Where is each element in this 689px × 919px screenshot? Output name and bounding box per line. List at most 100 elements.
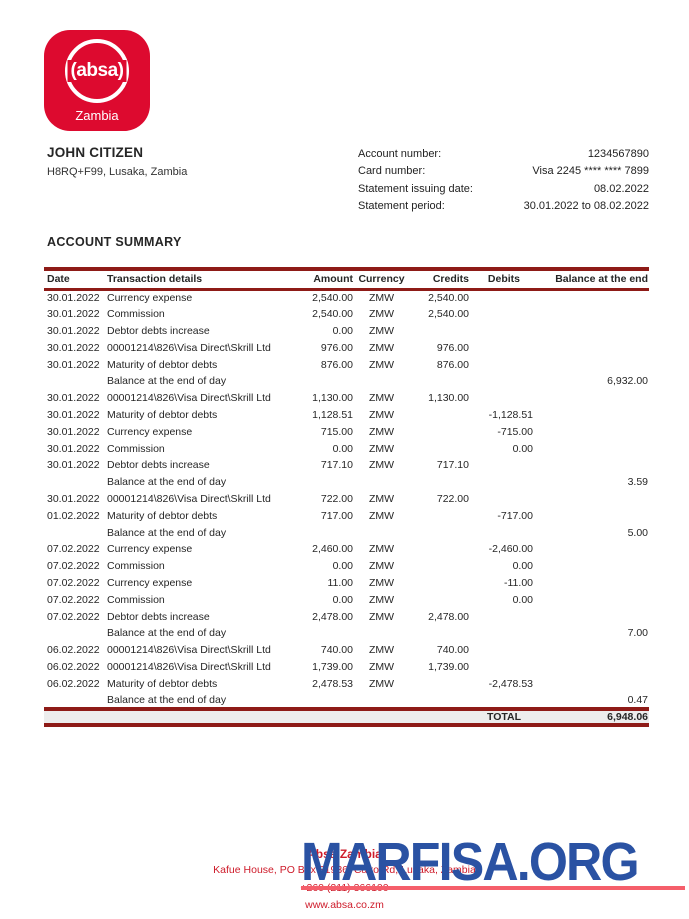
table-cell: 2,478.53 bbox=[312, 677, 353, 690]
table-cell: ZMW bbox=[368, 610, 395, 623]
table-cell: 2,478.00 bbox=[312, 610, 353, 623]
table-cell bbox=[410, 675, 469, 692]
customer-name: JOHN CITIZEN bbox=[47, 145, 144, 160]
table-cell: 00001214\826\Visa Direct\Skrill Ltd bbox=[107, 644, 271, 657]
table-row: 30.01.2022 00001214\826\Visa Direct\Skril… bbox=[44, 390, 649, 407]
table-cell bbox=[410, 692, 469, 709]
account-info-label: Card number: bbox=[358, 165, 426, 178]
table-cell: -11.00 bbox=[504, 576, 533, 589]
table-cell bbox=[469, 608, 533, 625]
table-cell bbox=[533, 491, 649, 508]
table-cell: 1,128.51 bbox=[312, 408, 353, 421]
absa-logo: (absa) Zambia bbox=[44, 30, 150, 131]
table-cell bbox=[410, 541, 469, 558]
table-row: 30.01.2022 00001214\826\Visa Direct\Skril… bbox=[44, 339, 649, 356]
table-cell: 876.00 bbox=[320, 358, 353, 371]
table-row: 30.01.2022 Commission 2,540.00 ZMW 2,540.00 bbox=[44, 306, 649, 323]
table-cell bbox=[533, 608, 649, 625]
table-cell bbox=[469, 390, 533, 407]
table-cell: 717.00 bbox=[320, 509, 353, 522]
table-cell: 00001214\826\Visa Direct\Skrill Ltd bbox=[107, 392, 271, 405]
table-row: Balance at the end of day 5.00 bbox=[44, 524, 649, 541]
table-cell: 0.00 bbox=[332, 324, 353, 337]
table-cell: ZMW bbox=[368, 408, 395, 421]
account-info-list: Account number: 1234567890 Card number: Vis… bbox=[358, 146, 649, 215]
table-cell: 30.01.2022 bbox=[47, 492, 100, 505]
total-row: TOTAL 6,948.06 bbox=[44, 706, 649, 727]
table-cell: 876.00 bbox=[436, 358, 469, 371]
account-info-value: 08.02.2022 bbox=[593, 182, 649, 195]
table-cell bbox=[533, 289, 649, 306]
table-cell bbox=[44, 524, 107, 541]
table-cell: 5.00 bbox=[627, 526, 648, 539]
table-cell: 30.01.2022 bbox=[47, 308, 100, 321]
table-cell bbox=[533, 407, 649, 424]
table-cell: 740.00 bbox=[320, 644, 353, 657]
account-info-value: Visa 2245 **** **** 7899 bbox=[532, 165, 649, 178]
table-cell: 2,460.00 bbox=[312, 543, 353, 556]
table-cell: Debtor debts increase bbox=[107, 610, 210, 623]
table-cell: 0.00 bbox=[512, 442, 533, 455]
table-cell: 976.00 bbox=[320, 341, 353, 354]
table-cell bbox=[410, 558, 469, 575]
table-cell: Commission bbox=[107, 560, 165, 573]
table-cell bbox=[533, 575, 649, 592]
table-cell: 717.10 bbox=[436, 459, 469, 472]
table-cell bbox=[44, 625, 107, 642]
table-cell bbox=[533, 591, 649, 608]
column-header-date: Date bbox=[44, 267, 107, 291]
column-header-transaction-details: Transaction details bbox=[107, 267, 305, 291]
table-cell bbox=[44, 474, 107, 491]
table-cell bbox=[410, 423, 469, 440]
table-cell: 722.00 bbox=[320, 492, 353, 505]
table-cell: 07.02.2022 bbox=[47, 610, 100, 623]
table-cell bbox=[533, 390, 649, 407]
table-cell bbox=[410, 440, 469, 457]
table-cell: ZMW bbox=[368, 324, 395, 337]
table-cell bbox=[353, 373, 410, 390]
table-cell: 0.00 bbox=[512, 560, 533, 573]
table-cell bbox=[533, 440, 649, 457]
table-cell bbox=[353, 692, 410, 709]
table-cell: Balance at the end of day bbox=[107, 476, 227, 489]
table-cell: 07.02.2022 bbox=[47, 560, 100, 573]
table-row: 06.02.2022 00001214\826\Visa Direct\Skril… bbox=[44, 659, 649, 676]
table-cell bbox=[410, 575, 469, 592]
column-header-currency: Currency bbox=[353, 267, 410, 291]
table-cell bbox=[469, 474, 533, 491]
logo-brand-text: (absa) bbox=[67, 60, 127, 82]
table-header: Date Transaction details Amount Currency Cre… bbox=[44, 267, 649, 291]
table-cell: ZMW bbox=[368, 660, 395, 673]
table-cell: Commission bbox=[107, 442, 165, 455]
table-cell: Maturity of debtor debts bbox=[107, 408, 218, 421]
table-cell: 07.02.2022 bbox=[47, 576, 100, 589]
table-row: Balance at the end of day 3.59 bbox=[44, 474, 649, 491]
table-cell: ZMW bbox=[368, 593, 395, 606]
table-row: 07.02.2022 Commission 0.00 ZMW 0.00 bbox=[44, 558, 649, 575]
table-cell: 3.59 bbox=[627, 476, 648, 489]
table-row: 06.02.2022 00001214\826\Visa Direct\Skril… bbox=[44, 642, 649, 659]
table-cell: -2,460.00 bbox=[488, 543, 533, 556]
table-cell: 00001214\826\Visa Direct\Skrill Ltd bbox=[107, 492, 271, 505]
table-cell: 1,739.00 bbox=[428, 660, 469, 673]
logo-region-text: Zambia bbox=[75, 108, 119, 123]
table-row: 30.01.2022 Maturity of debtor debts 876.00… bbox=[44, 356, 649, 373]
account-info-label: Account number: bbox=[358, 148, 442, 160]
table-cell bbox=[533, 558, 649, 575]
table-cell: Currency expense bbox=[107, 292, 193, 305]
account-info-label: Statement period: bbox=[358, 199, 445, 212]
table-cell: 0.00 bbox=[332, 442, 353, 455]
table-cell: 30.01.2022 bbox=[47, 442, 100, 455]
table-cell bbox=[533, 642, 649, 659]
footer-website: www.absa.co.zm bbox=[305, 899, 384, 911]
table-cell: 2,540.00 bbox=[428, 308, 469, 321]
table-cell: 2,478.00 bbox=[428, 610, 469, 623]
table-cell bbox=[533, 541, 649, 558]
table-cell bbox=[469, 491, 533, 508]
customer-block: JOHN CITIZEN H8RQ+F99, Lusaka, Zambia bbox=[47, 145, 187, 178]
table-cell: 7.00 bbox=[627, 627, 648, 640]
table-cell: 1,130.00 bbox=[312, 392, 353, 405]
table-cell: -717.00 bbox=[497, 509, 533, 522]
table-cell: Debtor debts increase bbox=[107, 324, 210, 337]
table-cell bbox=[305, 373, 353, 390]
